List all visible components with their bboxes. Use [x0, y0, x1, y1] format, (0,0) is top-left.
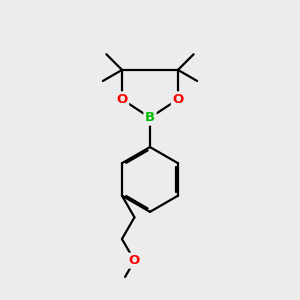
Text: O: O [129, 254, 140, 267]
Text: O: O [172, 93, 184, 106]
Text: B: B [145, 111, 155, 124]
Text: O: O [116, 93, 128, 106]
